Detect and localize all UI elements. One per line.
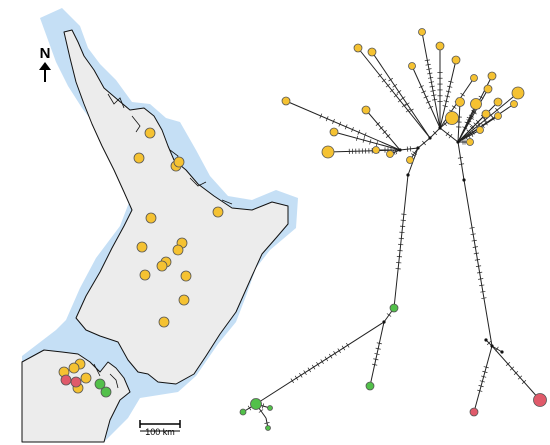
haplotype-yellow [493,97,503,107]
haplotype-yellow [418,28,426,36]
map-site-yellow [158,316,170,328]
median-vector [456,140,460,144]
haplotype-green [239,408,247,416]
map-site-yellow [173,156,185,168]
map-sampling-sites [58,127,224,398]
north-island-land [63,29,289,385]
map-site-yellow [144,127,156,139]
map-site-yellow [136,241,148,253]
haplotype-yellow [476,126,484,134]
haplotype-yellow [435,41,445,51]
map-site-green [94,378,106,390]
network-edge [327,149,401,153]
network-edge [255,321,385,405]
network-edge [421,31,441,129]
scale-label: 100 km [145,427,175,437]
scale-bar [139,420,181,432]
map-site-yellow [139,269,151,281]
median-vector [382,320,386,324]
map-site-yellow [133,152,145,164]
network-edge [457,88,489,143]
median-vector [500,350,504,354]
haplotype-yellow [321,145,335,159]
haplotype-green [265,425,271,431]
map-site-yellow [212,206,224,218]
map-site-yellow [172,244,184,256]
haplotype-yellow [329,127,339,137]
haplotype-yellow [367,47,377,57]
network-edge [357,47,431,139]
median-vector [406,173,410,177]
median-vector [398,148,402,152]
median-vector [490,344,494,348]
map-site-yellow [178,294,190,306]
haplotype-yellow [511,86,525,100]
network-edge [393,174,409,309]
map-site-yellow [68,362,80,374]
haplotype-green [389,303,399,313]
haplotype-yellow [408,62,416,70]
haplotype-yellow [466,138,474,146]
haplotype-green [250,398,262,410]
haplotype-network [239,28,547,431]
haplotype-red [469,407,479,417]
haplotype-yellow [372,146,380,154]
network-edge [399,147,419,151]
map-site-yellow [180,270,192,282]
haplotype-yellow [455,97,465,107]
haplotype-green [267,405,273,411]
haplotype-yellow [494,112,502,120]
network-nodes [239,28,547,431]
haplotype-yellow [510,100,518,108]
north-label: N [40,45,51,62]
haplotype-yellow [481,109,491,119]
map-site-yellow [80,372,92,384]
north-island-map: N 100 km [21,8,298,443]
haplotype-yellow [386,150,394,158]
south-island-land [21,349,131,443]
haplotype-yellow [451,55,461,65]
haplotype-yellow [353,43,363,53]
haplotype-yellow [470,98,482,110]
haplotype-yellow [445,111,459,125]
network-edge [365,109,401,151]
network-edge [285,100,401,151]
median-vector [438,126,442,130]
median-vector [462,178,466,182]
coastline-detail [93,93,233,389]
north-arrow-icon [39,62,51,82]
haplotype-yellow [406,156,414,164]
haplotype-red [533,393,547,407]
network-edge [371,51,431,139]
network-edge [473,345,493,413]
map-site-red [60,374,72,386]
network-edge [439,127,459,143]
network-edge [333,131,401,151]
haplotype-yellow [470,74,478,82]
median-vector [428,136,432,140]
map-site-yellow [156,260,168,272]
network-edge [463,179,493,347]
haplotype-yellow [483,84,493,94]
median-vector [416,146,420,150]
network-edge [439,59,457,129]
haplotype-yellow [281,96,291,106]
map-site-yellow [145,212,157,224]
haplotype-green [365,381,375,391]
map-site-green [100,386,112,398]
haplotype-yellow [487,71,497,81]
map-site-red [70,376,82,388]
median-vector [484,338,488,342]
network-edge [457,141,465,181]
haplotype-yellow [361,105,371,115]
